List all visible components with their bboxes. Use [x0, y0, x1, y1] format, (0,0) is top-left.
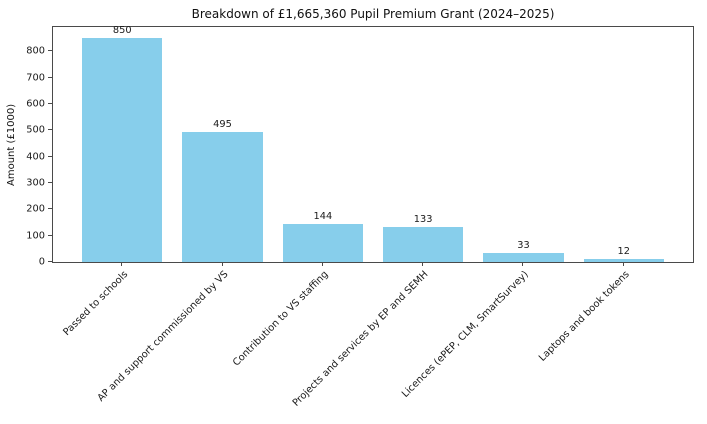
y-tick-label: 100: [26, 230, 45, 242]
chart-title: Breakdown of £1,665,360 Pupil Premium Gr…: [191, 7, 555, 21]
y-tick-label: 500: [26, 124, 45, 136]
bar-value-label: 12: [617, 245, 631, 257]
y-tick-label: 800: [26, 45, 45, 57]
x-axis-tick: [221, 262, 223, 266]
bar: [583, 258, 664, 262]
y-axis-tick: [48, 234, 52, 236]
x-axis-tick: [622, 262, 624, 266]
x-axis-tick: [422, 262, 424, 266]
x-tick-label: Licences (ePEP, CLM, SmartSurvey): [400, 269, 532, 400]
bar: [383, 226, 464, 262]
bar-value-label: 133: [413, 213, 433, 225]
bar: [282, 224, 363, 262]
y-axis-tick: [48, 103, 52, 105]
bar: [82, 38, 163, 262]
x-tick-label: Passed to schools: [61, 269, 130, 338]
y-tick-label: 200: [26, 203, 45, 215]
y-tick-label: 700: [26, 72, 45, 84]
y-axis-label: Amount (£1000): [6, 103, 17, 186]
x-tick-label: Contribution to VS staffing: [231, 269, 331, 369]
y-axis-tick: [48, 182, 52, 183]
y-tick-label: 300: [26, 177, 45, 189]
y-axis-tick: [48, 261, 52, 262]
bar-value-label: 33: [517, 240, 530, 252]
y-axis-tick: [48, 50, 52, 52]
y-axis-tick: [48, 155, 52, 157]
bar: [483, 253, 564, 262]
y-axis-tick: [48, 129, 52, 131]
x-axis-tick: [522, 262, 524, 266]
bar-value-label: 495: [213, 118, 232, 130]
x-axis-tick: [321, 262, 323, 266]
x-tick-label: Laptops and book tokens: [536, 269, 632, 364]
bar-value-label: 850: [112, 25, 132, 37]
y-axis-tick: [48, 76, 52, 78]
bar: [182, 131, 263, 262]
plot-area: 850 Passed to schools 495 AP and support co…: [26, 25, 694, 409]
y-axis-tick: [48, 208, 52, 210]
y-tick-label: 400: [26, 151, 45, 163]
bar-value-label: 144: [313, 211, 333, 223]
x-axis-tick: [121, 262, 123, 266]
y-tick-label: 600: [26, 98, 45, 110]
y-tick-label: 0: [38, 256, 45, 268]
